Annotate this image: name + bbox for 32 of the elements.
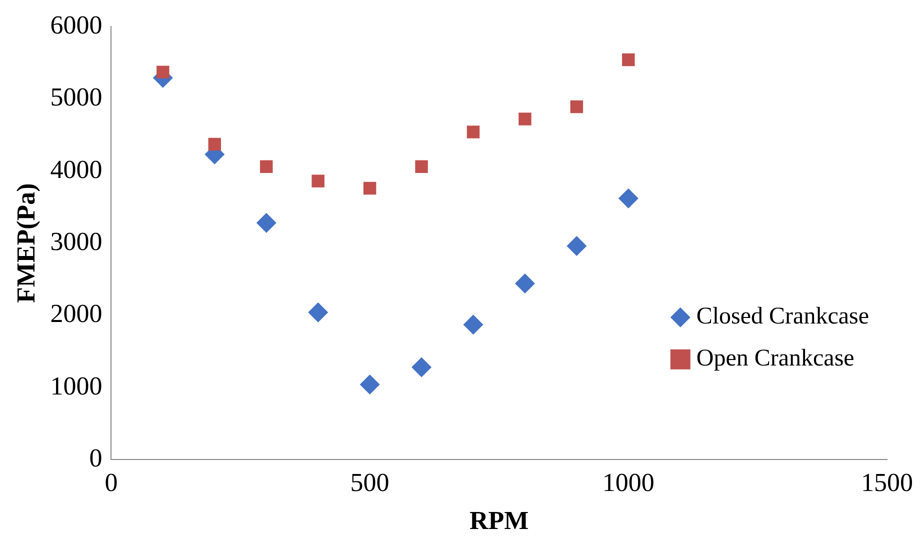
point [463,314,484,335]
x-tick-label: 500 [350,468,390,498]
x-tick-label: 1000 [602,468,654,498]
y-tick-label: 1000 [50,371,102,400]
point [518,112,532,126]
legend-label: Closed Crankcase [696,304,870,330]
point [466,126,480,138]
point [256,212,276,233]
point [618,188,638,208]
y-axis-title: FMEP(Pa) [11,183,40,304]
y-tick-label: 5000 [50,82,102,112]
point [415,160,428,173]
y-tick-label: 4000 [50,154,102,184]
point [360,374,380,395]
point [208,138,222,151]
point [260,160,273,173]
y-tick-label: 2000 [50,299,102,328]
y-tick-label: 6000 [50,10,102,40]
point [312,174,324,188]
x-tick-label: 1500 [861,468,913,498]
point [566,236,587,256]
x-axis-title: RPM [470,506,529,536]
point [622,53,635,66]
legend-label: Open Crankcase [696,346,854,372]
y-tick-label: 3000 [50,226,102,256]
point [570,100,584,114]
point [363,182,376,195]
point [514,274,535,294]
y-tick-label: 0 [89,443,102,472]
point [308,302,328,322]
point [412,357,432,378]
point [156,66,170,78]
